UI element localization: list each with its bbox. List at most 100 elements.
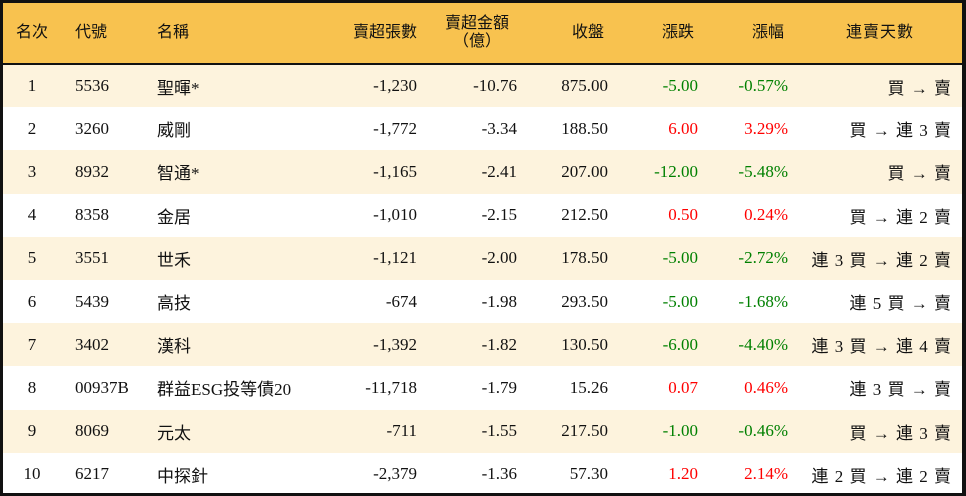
cell-change: -6.00 [662, 334, 698, 354]
table-row: 6 5439 高技 -674 -1.98 293.50 -5.00 -1.68% 連 5 買 →… [3, 280, 962, 323]
cell-shares: -674 [385, 291, 417, 311]
cell-name: 金居 [157, 207, 191, 227]
cell-streak: 買 → 賣 [887, 164, 952, 184]
cell-name: 中探針 [157, 466, 208, 486]
cell-amount: -1.98 [481, 291, 517, 311]
cell-shares: -2,379 [373, 464, 417, 484]
table-row: 1 5536 聖暉* -1,230 -10.76 875.00 -5.00 -0.57% 買 →… [3, 64, 962, 108]
header-streak: 連賣天數 [845, 24, 914, 41]
cell-pct: -5.48% [738, 161, 788, 181]
cell-name: 漢科 [157, 337, 191, 357]
cell-name: 群益ESG投等債20 [157, 380, 292, 400]
cell-name: 智通* [157, 164, 200, 184]
header-pct: 漲幅 [751, 24, 784, 41]
cell-shares: -1,121 [373, 248, 417, 268]
cell-code: 8069 [75, 421, 109, 441]
header-change: 漲跌 [661, 24, 694, 41]
cell-amount: -3.34 [481, 118, 517, 138]
cell-amount: -1.82 [481, 334, 517, 354]
cell-code: 6217 [75, 464, 109, 484]
cell-amount: -2.41 [481, 161, 517, 181]
cell-close: 130.50 [561, 334, 608, 354]
cell-shares: -11,718 [365, 377, 417, 397]
cell-rank: 10 [23, 464, 41, 484]
cell-amount: -1.79 [481, 377, 517, 397]
table-row: 7 3402 漢科 -1,392 -1.82 130.50 -6.00 -4.40% 連 3 買… [3, 323, 962, 367]
cell-rank: 8 [27, 377, 37, 397]
header-amount-label: 賣超金額 [444, 15, 509, 32]
cell-pct: 2.14% [744, 464, 788, 484]
cell-close: 15.26 [569, 377, 608, 397]
cell-change: 0.07 [668, 377, 698, 397]
cell-code: 8358 [75, 205, 109, 225]
cell-shares: -711 [386, 421, 417, 441]
cell-name: 威剛 [157, 121, 191, 141]
cell-rank: 5 [27, 248, 37, 268]
table-row: 10 6217 中探針 -2,379 -1.36 57.30 1.20 2.14% 連 2 買 … [3, 453, 962, 496]
table-row: 3 8932 智通* -1,165 -2.41 207.00 -12.00 -5.48% 買 →… [3, 150, 962, 194]
cell-shares: -1,772 [373, 118, 417, 138]
header-amount: 賣超金額 （億） [417, 3, 517, 64]
cell-pct: 0.24% [744, 205, 788, 225]
cell-change: -12.00 [654, 161, 698, 181]
cell-name: 聖暉* [157, 78, 200, 98]
cell-change: -5.00 [662, 291, 698, 311]
cell-pct: -0.46% [738, 421, 788, 441]
cell-amount: -10.76 [473, 76, 517, 96]
cell-amount: -2.00 [481, 248, 517, 268]
cell-pct: -4.40% [738, 334, 788, 354]
cell-shares: -1,392 [373, 334, 417, 354]
cell-code: 5439 [75, 291, 109, 311]
cell-shares: -1,230 [373, 76, 417, 96]
cell-rank: 9 [27, 421, 37, 441]
cell-code: 3260 [75, 118, 109, 138]
table-header: 名次 代號 名稱 賣超張數 賣超金額 （億） 收盤 漲跌 漲幅 連賣天數 [3, 3, 962, 64]
cell-streak: 連 5 買 → 賣 [849, 294, 952, 314]
cell-close: 293.50 [561, 291, 608, 311]
cell-change: 1.20 [668, 464, 698, 484]
table-row: 4 8358 金居 -1,010 -2.15 212.50 0.50 0.24% 買 → 連 2… [3, 194, 962, 237]
cell-close: 207.00 [561, 161, 608, 181]
header-code: 代號 [75, 24, 108, 41]
cell-amount: -2.15 [481, 205, 517, 225]
table-row: 5 3551 世禾 -1,121 -2.00 178.50 -5.00 -2.72% 連 3 買… [3, 236, 962, 280]
cell-pct: -1.68% [738, 291, 788, 311]
header-close: 收盤 [571, 24, 604, 41]
cell-close: 57.30 [569, 464, 608, 484]
cell-rank: 2 [27, 118, 37, 138]
cell-close: 178.50 [561, 248, 608, 268]
cell-rank: 1 [27, 76, 37, 96]
cell-change: 0.50 [668, 205, 698, 225]
cell-code: 8932 [75, 161, 109, 181]
cell-rank: 6 [27, 291, 37, 311]
cell-streak: 買 → 連 3 賣 [849, 423, 952, 443]
cell-change: 6.00 [668, 118, 698, 138]
header-name: 名稱 [157, 24, 190, 41]
cell-close: 217.50 [561, 421, 608, 441]
cell-shares: -1,165 [373, 161, 417, 181]
cell-streak: 連 3 買 → 連 4 賣 [811, 337, 952, 357]
cell-pct: 3.29% [744, 118, 788, 138]
cell-code: 5536 [75, 76, 109, 96]
cell-shares: -1,010 [373, 205, 417, 225]
cell-streak: 連 2 買 → 連 2 賣 [811, 466, 952, 486]
cell-code: 00937B [75, 377, 129, 397]
cell-rank: 3 [27, 161, 37, 181]
header-amount-unit: （億） [452, 33, 501, 50]
cell-rank: 4 [27, 205, 37, 225]
header-rank: 名次 [15, 24, 48, 41]
table-row: 2 3260 威剛 -1,772 -3.34 188.50 6.00 3.29% 買 → 連 3… [3, 107, 962, 150]
net-sell-table: 名次 代號 名稱 賣超張數 賣超金額 （億） 收盤 漲跌 漲幅 連賣天數 1 553… [3, 3, 962, 496]
cell-streak: 連 3 買 → 賣 [849, 380, 952, 400]
table-row: 8 00937B 群益ESG投等債20 -11,718 -1.79 15.26 0.07 0.… [3, 366, 962, 409]
cell-code: 3402 [75, 334, 109, 354]
cell-close: 212.50 [561, 205, 608, 225]
cell-amount: -1.36 [481, 464, 517, 484]
cell-amount: -1.55 [481, 421, 517, 441]
cell-streak: 買 → 賣 [887, 78, 952, 98]
cell-name: 世禾 [157, 250, 191, 270]
cell-rank: 7 [27, 334, 37, 354]
cell-pct: 0.46% [744, 377, 788, 397]
cell-name: 元太 [157, 423, 191, 443]
